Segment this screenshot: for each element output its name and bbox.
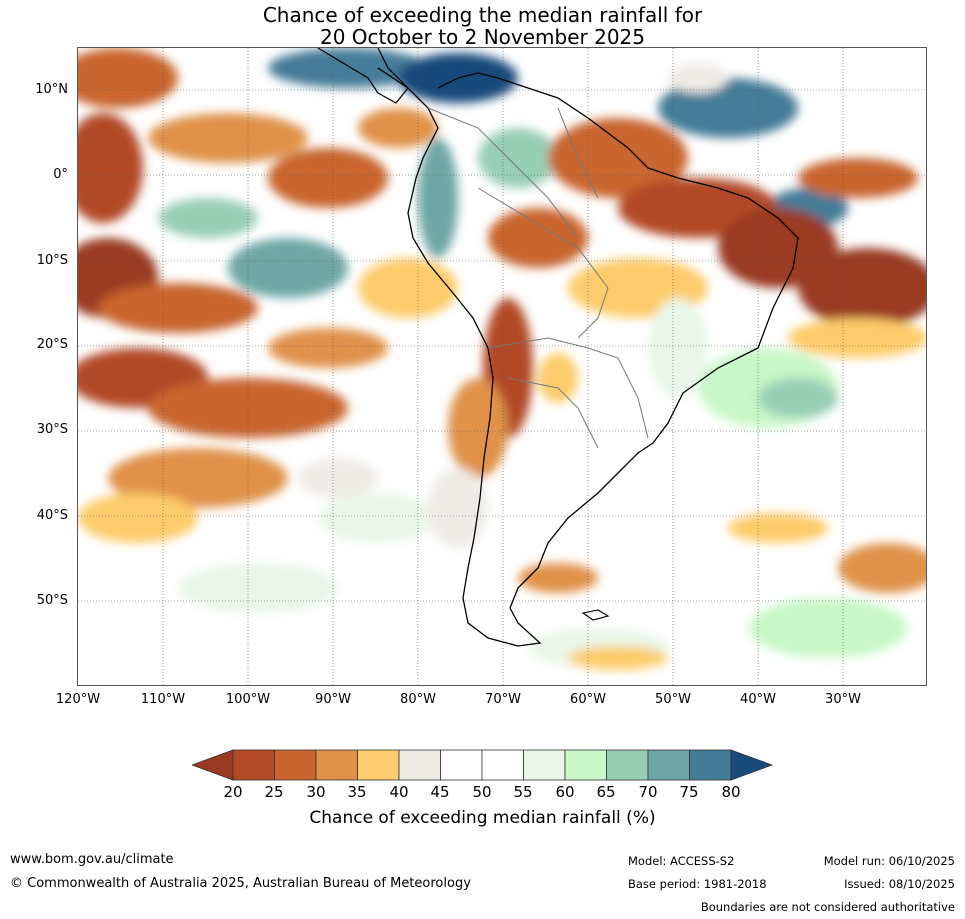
colorbar-tick-70: 70 xyxy=(638,783,658,801)
footer-base-period: Base period: 1981-2018 xyxy=(628,877,767,891)
lon-label-120w: 120°W xyxy=(55,692,101,707)
colorbar-tick-50: 50 xyxy=(472,783,492,801)
lon-label-60w: 60°W xyxy=(570,692,606,707)
colorbar-segments xyxy=(192,749,774,781)
lat-label-50s: 50°S xyxy=(36,593,68,608)
colorbar-tick-60: 60 xyxy=(555,783,575,801)
colorbar-segment xyxy=(440,749,483,781)
colorbar-tick-55: 55 xyxy=(513,783,533,801)
lat-label-10n: 10°N xyxy=(35,82,68,97)
lon-label-50w: 50°W xyxy=(655,692,691,707)
lon-label-100w: 100°W xyxy=(225,692,271,707)
south-america-coastline xyxy=(377,67,799,647)
footer-url[interactable]: www.bom.gov.au/climate xyxy=(10,852,174,867)
colorbar-tick-40: 40 xyxy=(389,783,409,801)
lat-label-30s: 30°S xyxy=(36,422,68,437)
colorbar-segment xyxy=(274,749,317,781)
lon-label-70w: 70°W xyxy=(485,692,521,707)
colorbar-label: Chance of exceeding median rainfall (%) xyxy=(309,808,656,828)
rainfall-map[interactable] xyxy=(77,47,927,686)
footer-model-run: Model run: 06/10/2025 xyxy=(823,854,955,868)
colorbar-segment xyxy=(315,749,358,781)
lon-label-30w: 30°W xyxy=(825,692,861,707)
colorbar-segment xyxy=(564,749,607,781)
colorbar-segment xyxy=(481,749,524,781)
lon-label-40w: 40°W xyxy=(740,692,776,707)
colorbar xyxy=(192,749,774,781)
colorbar-extend-high xyxy=(730,749,774,781)
colorbar-segment xyxy=(398,749,441,781)
map-svg xyxy=(78,48,926,685)
colorbar-segment xyxy=(523,749,566,781)
lon-label-90w: 90°W xyxy=(315,692,351,707)
footer-issued: Issued: 08/10/2025 xyxy=(844,877,955,891)
colorbar-segment xyxy=(357,749,400,781)
footer-copyright: © Commonwealth of Australia 2025, Austra… xyxy=(10,876,471,891)
colorbar-tick-80: 80 xyxy=(721,783,741,801)
footer-disclaimer: Boundaries are not considered authoritat… xyxy=(700,900,955,914)
colorbar-tick-20: 20 xyxy=(223,783,243,801)
colorbar-tick-30: 30 xyxy=(306,783,326,801)
lat-label-10s: 10°S xyxy=(36,253,68,268)
country-borders xyxy=(427,107,649,449)
lat-label-20s: 20°S xyxy=(36,337,68,352)
colorbar-segment xyxy=(689,749,732,781)
title-line-2: 20 October to 2 November 2025 xyxy=(319,25,646,49)
map-title: Chance of exceeding the median rainfall … xyxy=(0,4,965,48)
colorbar-segment xyxy=(647,749,690,781)
gridlines xyxy=(78,48,926,685)
central-america-coastline xyxy=(317,48,409,104)
falkland-islands xyxy=(581,609,610,621)
colorbar-tick-35: 35 xyxy=(347,783,367,801)
colorbar-segment xyxy=(606,749,649,781)
colorbar-extend-low xyxy=(192,749,234,781)
footer-model: Model: ACCESS-S2 xyxy=(628,854,735,868)
colorbar-tick-75: 75 xyxy=(679,783,699,801)
lon-label-110w: 110°W xyxy=(140,692,186,707)
lat-label-0: 0° xyxy=(53,167,68,182)
lat-label-40s: 40°S xyxy=(36,508,68,523)
colorbar-tick-45: 45 xyxy=(430,783,450,801)
colorbar-segment xyxy=(232,749,275,781)
probability-field xyxy=(78,48,926,670)
colorbar-tick-65: 65 xyxy=(596,783,616,801)
lon-label-80w: 80°W xyxy=(400,692,436,707)
colorbar-tick-25: 25 xyxy=(264,783,284,801)
title-line-1: Chance of exceeding the median rainfall … xyxy=(262,3,703,27)
